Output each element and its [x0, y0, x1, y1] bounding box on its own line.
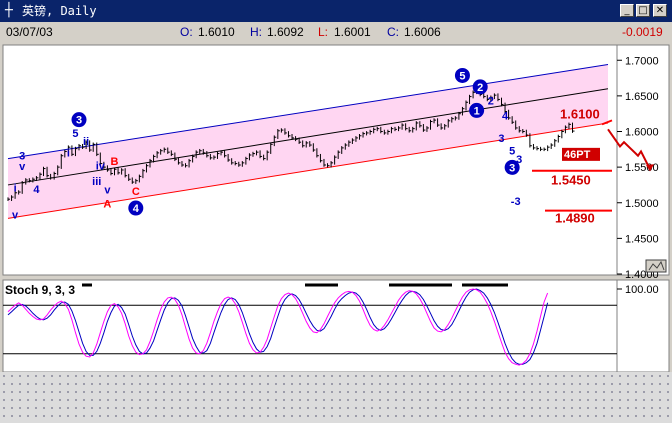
high-value: 1.6092: [267, 22, 304, 42]
close-label: C:: [387, 22, 399, 42]
empty-dotted-area: [0, 372, 672, 423]
wave-label: 3: [76, 115, 82, 127]
stoch-plot-area: [3, 280, 617, 372]
wave-label: v: [104, 184, 111, 196]
wave-label: 5: [72, 128, 78, 140]
minimize-button[interactable]: _: [620, 4, 634, 17]
wave-label: 2: [477, 82, 483, 94]
wave-label: i: [14, 182, 17, 194]
wave-label: 4: [33, 184, 40, 196]
wave-label: 3: [509, 162, 515, 174]
price-axis-label: 1.6500: [625, 91, 659, 103]
wave-label: 1: [474, 105, 480, 117]
stoch-axis-label: 100.00: [625, 284, 659, 296]
price-axis-label: 1.7000: [625, 55, 659, 67]
change-value: -0.0019: [622, 22, 663, 42]
target-label: 1.4890: [555, 211, 595, 226]
stoch-title: Stoch 9, 3, 3: [5, 283, 75, 297]
price-axis-label: 1.4500: [625, 233, 659, 245]
pitchfork-icon: ┼: [5, 4, 17, 18]
maximize-button[interactable]: □: [636, 4, 650, 17]
info-date: 03/07/03: [6, 22, 53, 42]
wave-label: i: [67, 147, 70, 159]
window-titlebar[interactable]: ┼ 英镑, Daily _ □ ✕: [0, 0, 672, 22]
price-axis-label: 1.5500: [625, 162, 659, 174]
high-label: H:: [250, 22, 262, 42]
wave-label: v: [19, 161, 26, 173]
wave-label: ii: [83, 136, 89, 148]
open-value: 1.6010: [198, 22, 235, 42]
wave-label: 5: [509, 145, 515, 157]
close-button[interactable]: ✕: [653, 4, 667, 17]
window-title: 英镑, Daily: [22, 4, 97, 18]
wave-label: 3: [498, 133, 504, 145]
wave-label: 2: [488, 95, 494, 107]
price-axis-label: 1.6000: [625, 127, 659, 139]
pt-label: 46PT: [564, 149, 591, 161]
close-value: 1.6006: [404, 22, 441, 42]
wave-label: B: [111, 156, 119, 168]
minimize-icon: _: [621, 5, 633, 16]
wave-label: iii: [92, 176, 101, 188]
wave-label: v: [12, 209, 19, 221]
wave-label: 5: [459, 70, 465, 82]
low-label: L:: [318, 22, 328, 42]
ohlc-info-bar: 03/07/03 O: 1.6010 H: 1.6092 L: 1.6001 C…: [0, 22, 672, 42]
wave-label: 4: [502, 110, 509, 122]
wave-label: iv: [96, 160, 106, 172]
wave-label: A: [103, 199, 111, 211]
open-label: O:: [180, 22, 193, 42]
wave-label: -3: [511, 196, 521, 208]
maximize-icon: □: [637, 5, 649, 16]
wave-label: C: [132, 186, 140, 198]
target-label: 1.6100: [560, 106, 600, 121]
close-icon: ✕: [654, 5, 666, 16]
chart-canvas[interactable]: 1.70001.65001.60001.55001.50001.45001.40…: [0, 42, 672, 372]
low-value: 1.6001: [334, 22, 371, 42]
wave-label: 4: [133, 203, 140, 215]
price-axis-label: 1.5000: [625, 198, 659, 210]
target-label: 1.5450: [551, 173, 591, 188]
